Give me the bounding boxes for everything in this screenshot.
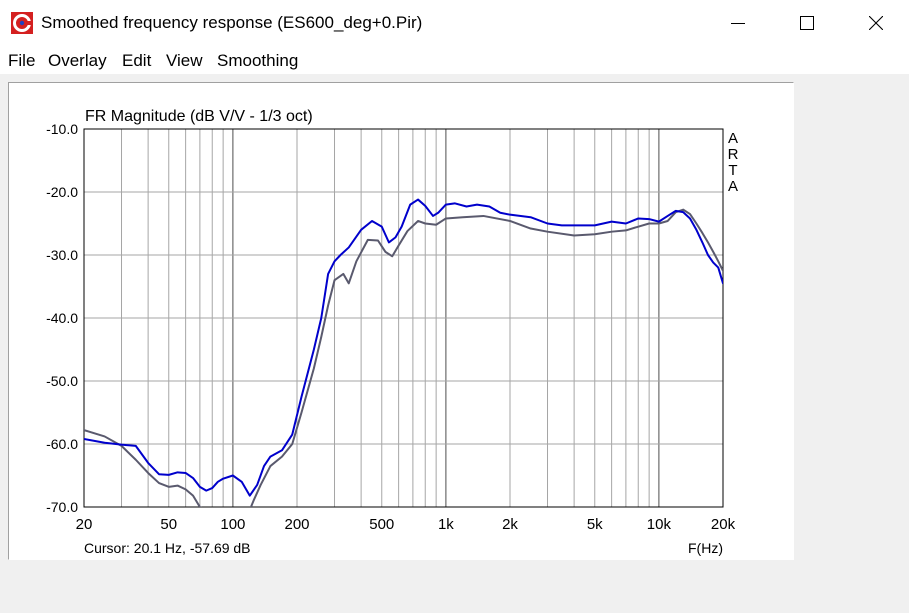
chart-title: FR Magnitude (dB V/V - 1/3 oct)	[85, 108, 313, 125]
y-tick-label: -20.0	[46, 184, 78, 200]
x-tick-label: 20k	[711, 516, 736, 533]
title-bar[interactable]: Smoothed frequency response (ES600_deg+0…	[0, 0, 909, 46]
watermark-letter: T	[728, 162, 737, 179]
y-tick-label: -10.0	[46, 121, 78, 137]
y-tick-label: -50.0	[46, 373, 78, 389]
x-axis-label: F(Hz)	[688, 540, 723, 556]
series-line-2	[84, 208, 723, 507]
maximize-button[interactable]	[784, 0, 830, 46]
watermark-letter: A	[728, 130, 738, 147]
cursor-readout: Cursor: 20.1 Hz, -57.69 dB	[84, 540, 251, 556]
watermark-letter: R	[728, 146, 739, 163]
menu-view[interactable]: View	[166, 51, 203, 70]
menu-smoothing[interactable]: Smoothing	[217, 51, 299, 70]
x-tick-label: 10k	[647, 516, 672, 533]
series-line-1	[84, 198, 723, 497]
frequency-response-chart[interactable]: -10.0 -20.0 -30.0 -40.0 -50.0 -60.0 -70.0 20 50…	[9, 83, 793, 559]
window-title: Smoothed frequency response (ES600_deg+0…	[41, 13, 423, 32]
minimize-button[interactable]	[715, 0, 761, 46]
x-tick-label: 100	[220, 516, 245, 533]
minimize-icon	[731, 23, 745, 24]
menu-file[interactable]: File	[8, 51, 36, 70]
y-tick-label: -30.0	[46, 247, 78, 263]
plot-frame	[83, 128, 724, 508]
menu-overlay[interactable]: Overlay	[48, 51, 107, 70]
x-tick-label: 20	[76, 516, 93, 533]
y-tick-label: -40.0	[46, 310, 78, 326]
menu-bar: File Overlay Edit View Smoothing	[0, 46, 909, 74]
x-tick-label: 1k	[438, 516, 454, 533]
close-icon	[869, 16, 883, 30]
graph-panel[interactable]: -10.0 -20.0 -30.0 -40.0 -50.0 -60.0 -70.0 20 50…	[8, 82, 794, 560]
client-area: -10.0 -20.0 -30.0 -40.0 -50.0 -60.0 -70.0 20 50…	[0, 74, 909, 613]
x-tick-label: 500	[369, 516, 394, 533]
x-tick-label: 5k	[587, 516, 603, 533]
watermark-letter: A	[728, 178, 738, 195]
y-tick-label: -60.0	[46, 436, 78, 452]
close-button[interactable]	[853, 0, 899, 46]
x-tick-label: 2k	[502, 516, 518, 533]
x-tick-label: 50	[160, 516, 177, 533]
y-tick-label: -70.0	[46, 499, 78, 515]
x-tick-label: 200	[284, 516, 309, 533]
maximize-icon	[800, 16, 814, 30]
arta-app-icon[interactable]	[11, 12, 33, 34]
menu-edit[interactable]: Edit	[122, 51, 152, 70]
